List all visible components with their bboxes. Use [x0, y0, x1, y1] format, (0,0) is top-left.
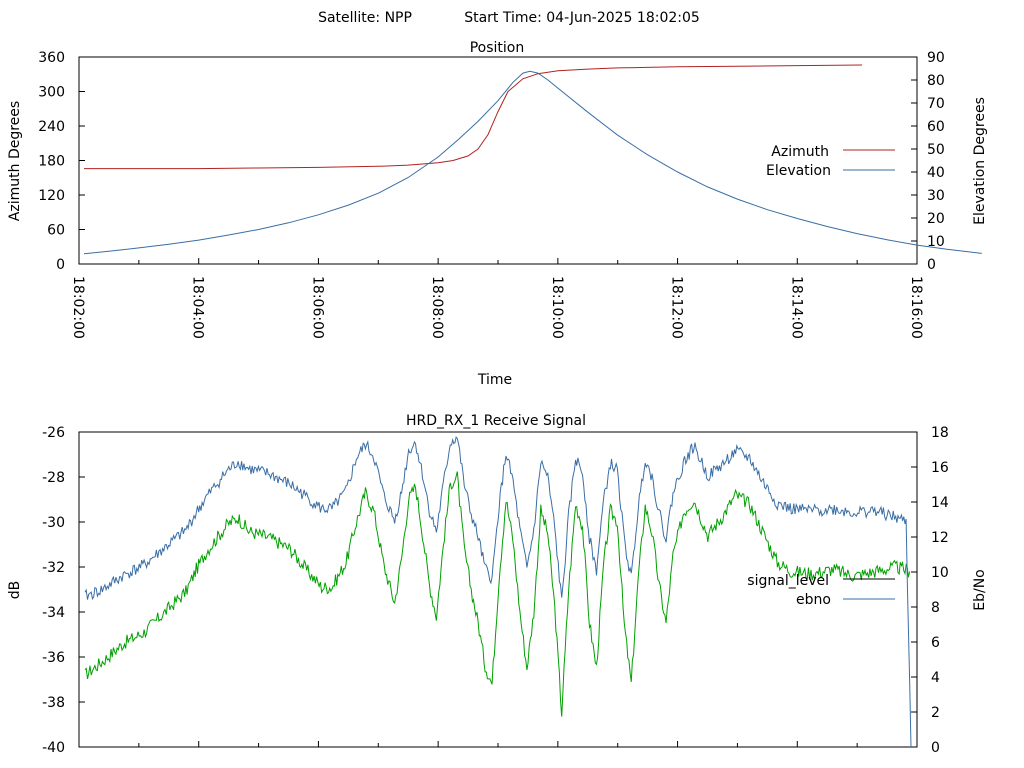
right-tick-label: 80	[927, 73, 945, 89]
start-time-label: Start Time: 04-Jun-2025 18:02:05	[464, 10, 700, 26]
db-tick-label: -30	[42, 515, 65, 531]
signal-legend: signal_level ebno	[747, 573, 895, 608]
ebno-tick-label: 18	[931, 425, 949, 441]
ebno-tick-label: 12	[931, 530, 949, 546]
right-tick-label: 10	[927, 234, 945, 250]
azimuth-axis-label: Azimuth Degrees	[7, 101, 23, 221]
position-chart-title: Position	[470, 40, 525, 56]
series-line-ebno	[84, 435, 912, 748]
ebno-tick-label: 4	[931, 670, 940, 686]
ebno-tick-label: 2	[931, 705, 940, 721]
position-plot-frame	[78, 56, 918, 265]
db-tick-label: -28	[42, 470, 65, 486]
left-tick-label: 300	[38, 85, 65, 101]
series-line-elevation	[83, 70, 982, 255]
position-series	[83, 64, 982, 255]
time-tick-label: 18:08:00	[429, 276, 445, 339]
db-tick-label: -26	[42, 425, 65, 441]
ebno-tick-label: 6	[931, 635, 940, 651]
db-tick-label: -40	[42, 740, 65, 756]
legend-label-signal-level: signal_level	[747, 573, 829, 589]
time-tick-label: 18:06:00	[309, 276, 325, 339]
ebno-tick-label: 8	[931, 600, 940, 616]
position-chart: Position 0 60 120 180 240 300 360 0 10 20 30 40 50 60…	[7, 40, 988, 388]
elevation-axis-label: Elevation Degrees	[972, 97, 988, 225]
right-tick-label: 70	[927, 96, 945, 112]
ebno-tick-label: 10	[931, 565, 949, 581]
left-tick-label: 240	[38, 119, 65, 135]
ebno-tick-label: 16	[931, 460, 949, 476]
series-line-azimuth	[84, 64, 863, 170]
ebno-axis-label: Eb/No	[972, 569, 988, 611]
right-tick-label: 40	[927, 165, 945, 181]
legend-label-elevation: Elevation	[766, 163, 831, 179]
time-tick-label: 18:12:00	[669, 276, 685, 339]
time-axis-label: Time	[477, 372, 512, 388]
signal-series	[84, 435, 912, 748]
left-tick-label: 360	[38, 50, 65, 66]
position-axes: 0 60 120 180 240 300 360 0 10 20 30 40 50 60 70 80 90 18:…	[38, 50, 945, 339]
ebno-tick-label: 0	[931, 740, 940, 756]
left-tick-label: 0	[56, 257, 65, 273]
right-tick-label: 60	[927, 119, 945, 135]
ebno-tick-label: 14	[931, 495, 949, 511]
right-tick-label: 90	[927, 50, 945, 66]
satellite-label: Satellite: NPP	[318, 10, 412, 26]
right-tick-label: 50	[927, 142, 945, 158]
db-axis-label: dB	[7, 581, 23, 600]
time-tick-label: 18:14:00	[788, 276, 804, 339]
db-tick-label: -36	[42, 650, 65, 666]
right-tick-label: 0	[927, 257, 936, 273]
time-tick-label: 18:02:00	[70, 276, 86, 339]
signal-chart: HRD_RX_1 Receive Signal -40-38-36-34-32-…	[7, 413, 988, 756]
right-tick-label: 20	[927, 211, 945, 227]
left-tick-label: 120	[38, 188, 65, 204]
left-tick-label: 60	[47, 223, 65, 239]
signal-chart-title: HRD_RX_1 Receive Signal	[406, 413, 586, 429]
signal-axes: -40 -38 -36 -34 -32 -30 -28 -26 0 2 4 6 8 10 12 14 16 18	[42, 425, 949, 756]
legend-label-ebno: ebno	[796, 592, 831, 608]
time-tick-label: 18:04:00	[190, 276, 206, 339]
db-tick-label: -34	[42, 605, 65, 621]
time-tick-label: 18:16:00	[908, 276, 924, 339]
right-tick-label: 30	[927, 188, 945, 204]
series-line-signal-level	[84, 471, 911, 717]
legend-label-azimuth: Azimuth	[771, 144, 829, 160]
left-tick-label: 180	[38, 154, 65, 170]
time-tick-label: 18:10:00	[549, 276, 565, 339]
db-tick-label: -32	[42, 560, 65, 576]
db-tick-label: -38	[42, 695, 65, 711]
position-legend: Azimuth Elevation	[766, 144, 895, 179]
signal-plot-frame	[78, 431, 918, 748]
